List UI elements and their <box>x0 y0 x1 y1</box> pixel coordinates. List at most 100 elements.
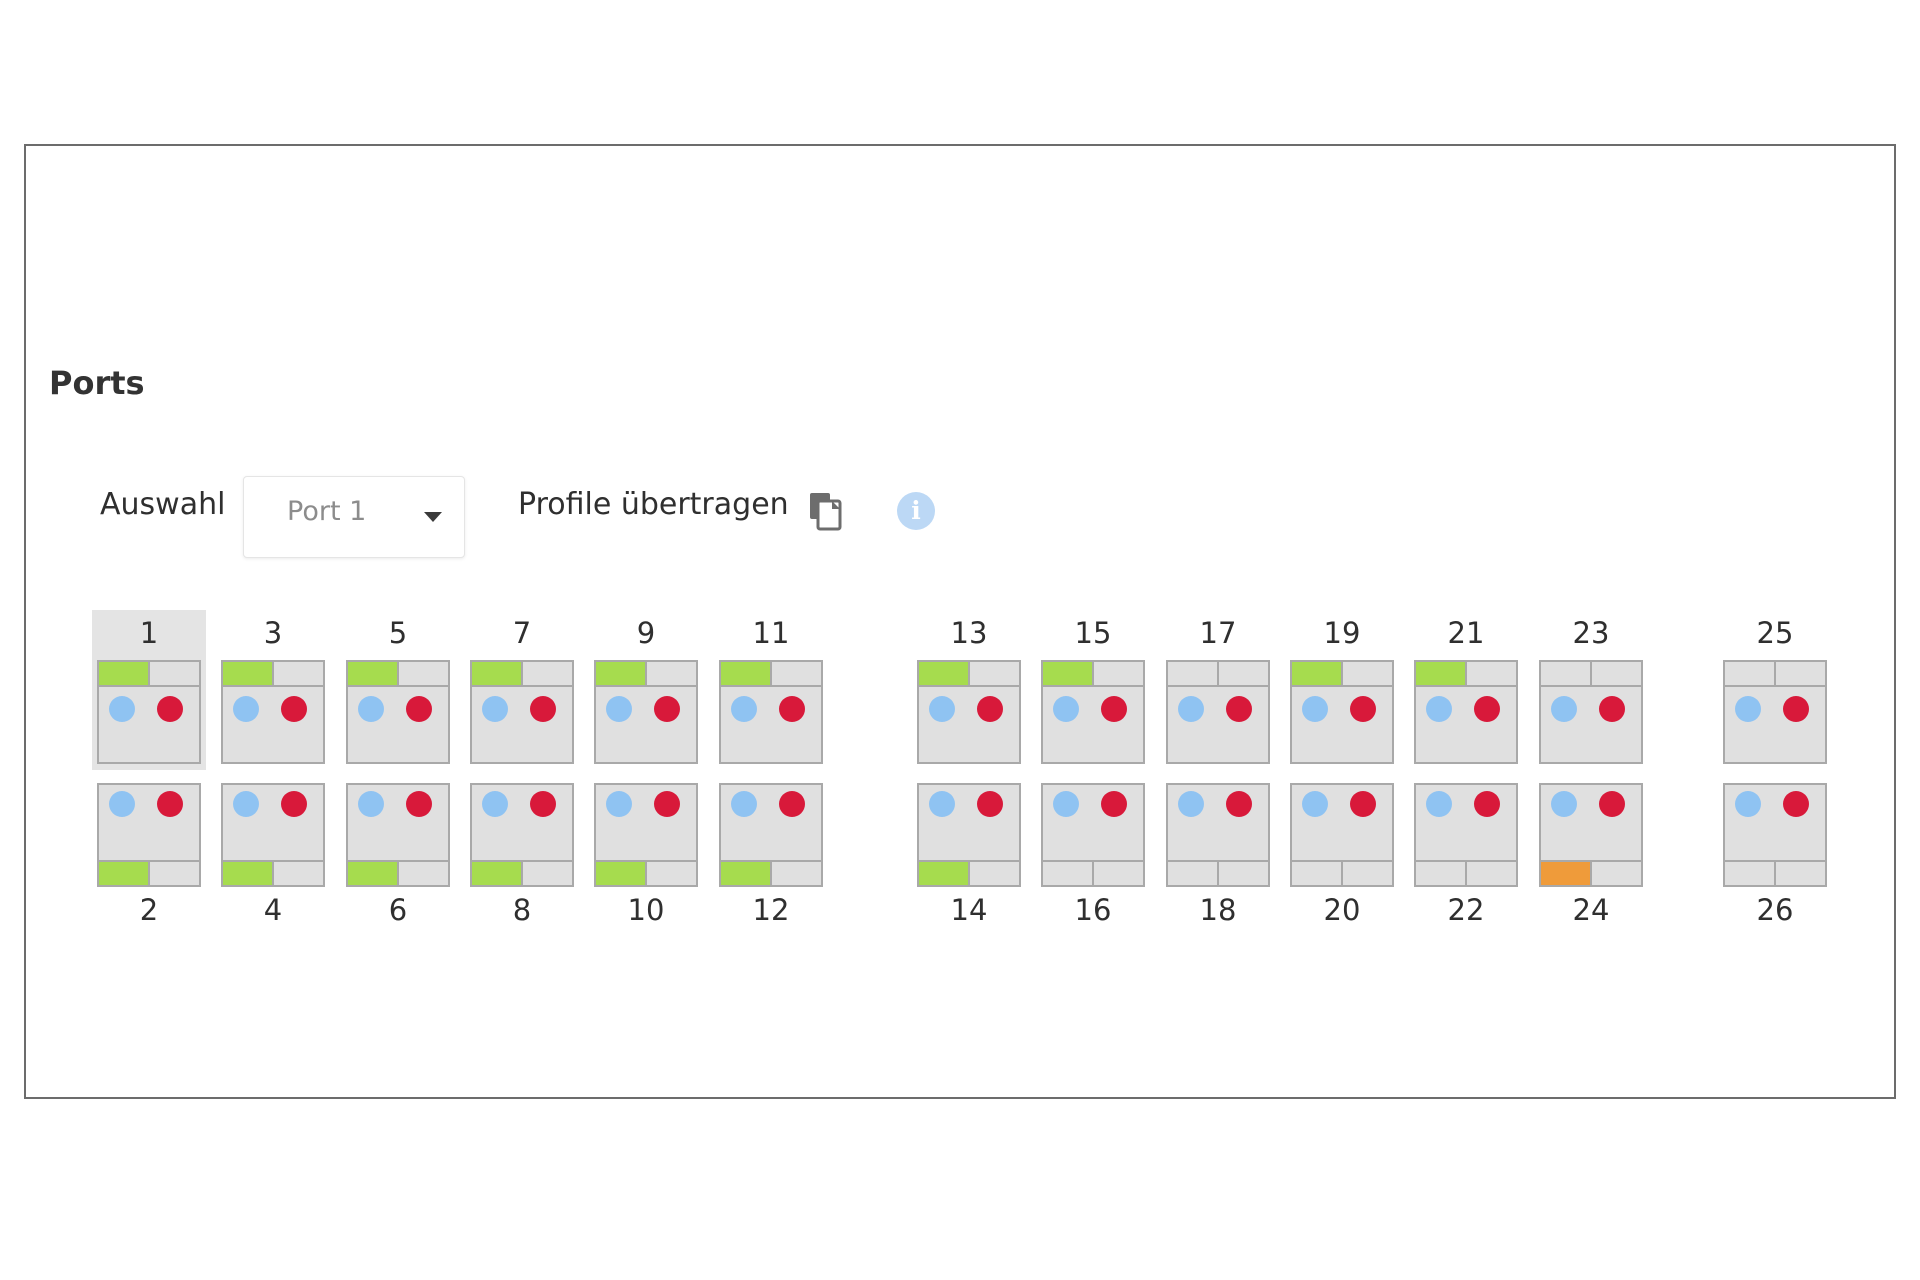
activity-indicator <box>399 662 448 685</box>
link-indicator <box>99 662 150 685</box>
link-indicator <box>1292 662 1343 685</box>
red-led-icon <box>1599 696 1625 722</box>
port-number: 21 <box>1447 616 1485 650</box>
port-socket <box>1166 783 1270 887</box>
link-indicator <box>472 862 523 885</box>
red-led-icon <box>1101 791 1127 817</box>
port-number: 23 <box>1572 616 1610 650</box>
port-number: 22 <box>1447 893 1485 927</box>
blue-led-icon <box>358 696 384 722</box>
port-socket <box>594 660 698 764</box>
blue-led-icon <box>233 696 259 722</box>
link-status-strip <box>596 662 696 687</box>
activity-indicator <box>1592 662 1641 685</box>
blue-led-icon <box>1551 696 1577 722</box>
activity-indicator <box>970 662 1019 685</box>
link-indicator <box>1416 662 1467 685</box>
activity-indicator <box>1219 862 1268 885</box>
port-number: 5 <box>388 616 408 650</box>
port-number: 3 <box>263 616 283 650</box>
blue-led-icon <box>929 696 955 722</box>
port-socket <box>917 783 1021 887</box>
transfer-profiles-label: Profile übertragen <box>518 487 789 522</box>
link-indicator <box>919 662 970 685</box>
port-socket <box>1539 660 1643 764</box>
caret-down-icon <box>424 512 442 522</box>
link-indicator <box>223 662 274 685</box>
port-number: 1 <box>139 616 159 650</box>
port-socket <box>1041 660 1145 764</box>
link-indicator <box>472 662 523 685</box>
link-indicator <box>1168 662 1219 685</box>
link-indicator <box>1725 662 1776 685</box>
link-status-strip <box>1416 662 1516 687</box>
red-led-icon <box>1474 696 1500 722</box>
activity-indicator <box>1592 862 1641 885</box>
blue-led-icon <box>1426 791 1452 817</box>
activity-indicator <box>1467 862 1516 885</box>
port-socket <box>1041 783 1145 887</box>
link-status-strip <box>1168 860 1268 885</box>
red-led-icon <box>530 791 556 817</box>
port-select[interactable]: Port 1 <box>243 476 465 558</box>
red-led-icon <box>977 791 1003 817</box>
blue-led-icon <box>482 696 508 722</box>
port-number: 26 <box>1756 893 1794 927</box>
port-socket <box>1414 660 1518 764</box>
copy-icon[interactable] <box>808 491 844 531</box>
blue-led-icon <box>606 696 632 722</box>
activity-indicator <box>647 862 696 885</box>
link-indicator <box>1541 662 1592 685</box>
blue-led-icon <box>1302 696 1328 722</box>
red-led-icon <box>1599 791 1625 817</box>
link-status-strip <box>721 662 821 687</box>
link-status-strip <box>1292 860 1392 885</box>
link-status-strip <box>919 860 1019 885</box>
activity-indicator <box>1776 662 1825 685</box>
activity-indicator <box>274 862 323 885</box>
blue-led-icon <box>1178 791 1204 817</box>
info-icon[interactable]: i <box>897 492 935 530</box>
red-led-icon <box>157 696 183 722</box>
link-status-strip <box>1416 860 1516 885</box>
link-status-strip <box>348 860 448 885</box>
link-indicator <box>348 862 399 885</box>
blue-led-icon <box>731 791 757 817</box>
link-status-strip <box>721 860 821 885</box>
red-led-icon <box>977 696 1003 722</box>
red-led-icon <box>654 791 680 817</box>
blue-led-icon <box>1053 696 1079 722</box>
link-status-strip <box>348 662 448 687</box>
activity-indicator <box>647 662 696 685</box>
link-indicator <box>1043 862 1094 885</box>
link-status-strip <box>1292 662 1392 687</box>
link-indicator <box>721 662 772 685</box>
blue-led-icon <box>109 696 135 722</box>
red-led-icon <box>1350 791 1376 817</box>
port-number: 11 <box>752 616 790 650</box>
port-socket <box>1414 783 1518 887</box>
activity-indicator <box>523 862 572 885</box>
link-indicator <box>1416 862 1467 885</box>
link-indicator <box>1043 662 1094 685</box>
port-socket <box>1723 783 1827 887</box>
red-led-icon <box>281 791 307 817</box>
link-indicator <box>596 662 647 685</box>
port-number: 20 <box>1323 893 1361 927</box>
blue-led-icon <box>1053 791 1079 817</box>
link-status-strip <box>472 662 572 687</box>
port-number: 2 <box>139 893 159 927</box>
activity-indicator <box>1343 662 1392 685</box>
port-socket <box>1290 660 1394 764</box>
red-led-icon <box>1783 696 1809 722</box>
link-indicator <box>596 862 647 885</box>
activity-indicator <box>1343 862 1392 885</box>
port-select-value: Port 1 <box>287 496 367 527</box>
blue-led-icon <box>731 696 757 722</box>
activity-indicator <box>150 862 199 885</box>
link-status-strip <box>1541 860 1641 885</box>
red-led-icon <box>779 791 805 817</box>
activity-indicator <box>274 662 323 685</box>
link-status-strip <box>223 860 323 885</box>
